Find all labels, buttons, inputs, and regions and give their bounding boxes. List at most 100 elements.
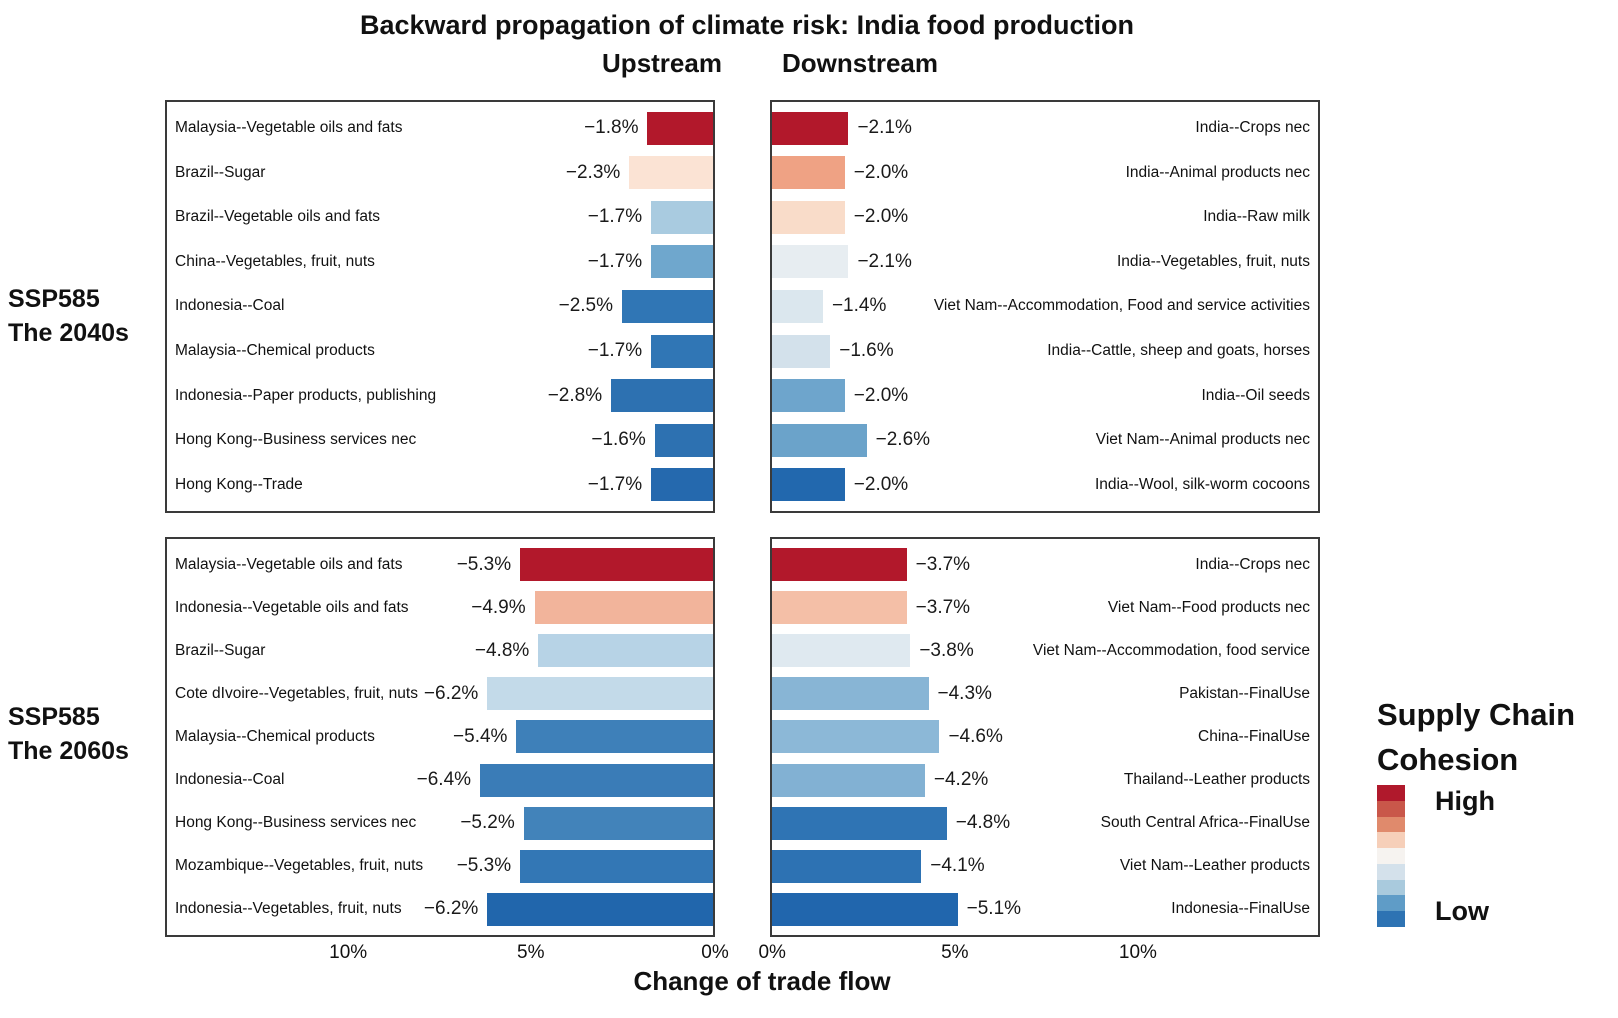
value-label: −5.2%: [460, 812, 515, 834]
value-label: −6.2%: [423, 682, 479, 704]
category-label: India--Animal products nec: [1125, 163, 1310, 181]
bar: [772, 591, 907, 625]
legend-color-segment: [1377, 895, 1405, 912]
value-label: −3.7%: [915, 596, 971, 618]
category-label: Malaysia--Vegetable oils and fats: [175, 119, 403, 137]
category-label: India--Vegetables, fruit, nuts: [1116, 252, 1310, 270]
bar: [772, 111, 849, 145]
bar-row: Hong Kong--Business services nec −1.6%: [167, 422, 713, 458]
bar-row: −4.2% Thailand--Leather products: [772, 762, 1318, 798]
value-label: −2.0%: [853, 161, 909, 183]
category-label: Thailand--Leather products: [1123, 771, 1310, 789]
category-label: Indonesia--Coal: [175, 771, 285, 789]
value-label: −1.7%: [587, 206, 643, 228]
value-label: −3.8%: [919, 639, 974, 661]
legend-title: Supply Chain Cohesion: [1377, 692, 1575, 782]
bar-row: −2.6% Viet Nam--Animal products nec: [772, 422, 1318, 458]
legend-low-label: Low: [1435, 896, 1489, 926]
category-label: China--Vegetables, fruit, nuts: [175, 252, 375, 270]
category-label: India--Cattle, sheep and goats, horses: [1047, 342, 1310, 359]
value-label: −4.8%: [955, 812, 1011, 834]
bar-row: −5.1% Indonesia--FinalUse: [772, 891, 1318, 927]
value-label: −2.1%: [857, 250, 912, 272]
category-label: Malaysia--Chemical products: [175, 342, 375, 359]
bar: [651, 200, 713, 234]
bar: [538, 634, 713, 668]
value-label: −4.6%: [948, 725, 1003, 747]
value-label: −6.2%: [423, 898, 479, 920]
bar: [772, 423, 867, 457]
bar-row: −4.1% Viet Nam--Leather products: [772, 848, 1318, 884]
value-label: −2.8%: [547, 384, 603, 406]
x-axis-title: Change of trade flow: [633, 966, 891, 996]
legend-high-label: High: [1435, 786, 1495, 816]
category-label: Indonesia--Coal: [175, 297, 285, 315]
scenario-label-line1: SSP585: [8, 703, 100, 731]
bar-row: Cote dIvoire--Vegetables, fruit, nuts −6…: [167, 676, 713, 712]
scenario-label-2060s: SSP585 The 2060s: [8, 700, 168, 768]
panel-2040s-upstream: Malaysia--Vegetable oils and fats −1.8% …: [165, 100, 715, 513]
bar-row: China--Vegetables, fruit, nuts −1.7%: [167, 244, 713, 280]
bar: [651, 468, 713, 502]
value-label: −1.7%: [587, 473, 643, 495]
category-label: China--FinalUse: [1198, 727, 1310, 745]
bar: [772, 289, 823, 323]
bar-row: −1.6% India--Cattle, sheep and goats, ho…: [772, 333, 1318, 369]
column-header-downstream: Downstream: [781, 48, 939, 78]
value-label: −5.3%: [456, 855, 512, 877]
legend-colorbar: [1377, 785, 1405, 928]
bar: [654, 423, 713, 457]
bar: [772, 548, 907, 582]
value-label: −6.4%: [416, 769, 472, 791]
bar: [772, 379, 845, 413]
bar: [772, 334, 831, 368]
category-label: Mozambique--Vegetables, fruit, nuts: [175, 857, 424, 875]
bar: [772, 245, 849, 279]
category-label: Hong Kong--Business services nec: [175, 814, 417, 832]
value-label: −4.8%: [474, 639, 530, 661]
value-label: −2.0%: [853, 384, 909, 406]
scenario-label-line1: SSP585: [8, 285, 100, 313]
legend-color-segment: [1377, 879, 1405, 896]
bar-row: Malaysia--Vegetable oils and fats −1.8%: [167, 110, 713, 146]
category-label: Hong Kong--Business services nec: [175, 431, 417, 449]
scenario-label-line2: The 2060s: [8, 737, 129, 765]
legend-color-segment: [1377, 785, 1405, 801]
category-label: India--Wool, silk-worm cocoons: [1094, 475, 1310, 493]
bar: [647, 111, 713, 145]
legend-color-segment: [1377, 832, 1405, 849]
bar: [523, 806, 713, 840]
bar-row: −4.3% Pakistan--FinalUse: [772, 676, 1318, 712]
value-label: −5.4%: [453, 725, 508, 747]
category-label: Viet Nam--Animal products nec: [1095, 431, 1310, 449]
category-label: Brazil--Vegetable oils and fats: [175, 208, 381, 226]
bar-row: Malaysia--Chemical products −1.7%: [167, 333, 713, 369]
legend-color-segment: [1377, 911, 1405, 928]
bar-row: −2.0% India--Animal products nec: [772, 155, 1318, 191]
bar: [516, 720, 713, 754]
bar-row: −3.8% Viet Nam--Accommodation, food serv…: [772, 633, 1318, 669]
x-axis-ticks-left: 10% 5% 0%: [165, 942, 729, 966]
value-label: −4.9%: [471, 596, 526, 618]
bar-row: Indonesia--Coal −2.5%: [167, 288, 713, 324]
bar: [487, 677, 713, 711]
bar: [772, 720, 940, 754]
category-label: India--Oil seeds: [1201, 386, 1310, 404]
bar-row: −2.0% India--Wool, silk-worm cocoons: [772, 467, 1318, 503]
bar-row: Brazil--Sugar −4.8%: [167, 633, 713, 669]
bar: [772, 200, 845, 234]
value-label: −1.7%: [587, 250, 643, 272]
value-label: −4.2%: [933, 769, 989, 791]
scenario-label-2040s: SSP585 The 2040s: [8, 282, 168, 350]
category-label: Indonesia--FinalUse: [1171, 900, 1310, 918]
bar-row: Hong Kong--Trade −1.7%: [167, 467, 713, 503]
category-label: Viet Nam--Leather products: [1119, 857, 1310, 875]
bar-row: −4.6% China--FinalUse: [772, 719, 1318, 755]
category-label: Viet Nam--Accommodation, food service: [1032, 641, 1310, 659]
bar-row: Indonesia--Vegetable oils and fats −4.9%: [167, 590, 713, 626]
x-tick-label: 10%: [329, 942, 368, 963]
value-label: −1.8%: [584, 117, 639, 139]
x-tick-label: 5%: [941, 942, 969, 963]
value-label: −5.3%: [456, 553, 512, 575]
bar-row: Malaysia--Vegetable oils and fats −5.3%: [167, 547, 713, 583]
